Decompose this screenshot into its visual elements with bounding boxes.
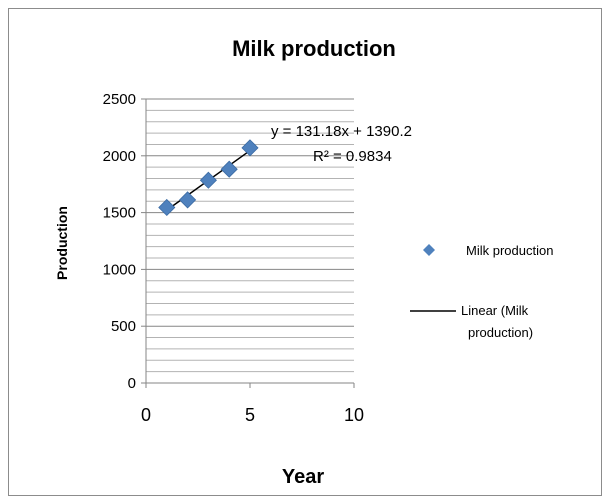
plot-grid [146,98,354,373]
trendline-r-squared: R² = 0.9834 [313,148,392,165]
x-tick-label: 5 [245,405,255,425]
y-tick-label: 0 [128,375,136,392]
x-tick-label: 0 [141,405,151,425]
x-axis-label: Year [282,466,324,488]
data-point-marker [179,191,197,209]
y-tick-label: 2500 [103,91,136,108]
chart-title: Milk production [232,36,396,61]
legend-label-linear-line2: production) [468,325,533,340]
legend-label-linear-line1: Linear (Milk [461,303,529,318]
data-point-marker [241,139,259,157]
tick-labels: 0 500 1000 1500 2000 2500 0 5 10 [103,91,364,425]
legend-label-milk-production: Milk production [466,243,553,258]
legend-marker-milk-production [423,244,435,256]
y-tick-label: 1000 [103,261,136,278]
y-tick-label: 500 [111,318,136,335]
data-point-marker [199,171,217,189]
data-points [158,139,259,217]
chart-area: Milk production 0 500 1000 1500 2000 2500 0 5 10… [8,8,602,496]
y-axis-label: Production [54,206,70,280]
y-tick-label: 2000 [103,148,136,165]
plot-axes [141,98,355,388]
data-point-marker [158,198,176,217]
x-tick-label: 10 [344,405,364,425]
data-point-marker [220,160,238,178]
trendline-equation: y = 131.18x + 1390.2 [271,123,412,140]
legend: Milk production Linear (Milk production) [410,243,553,340]
y-tick-label: 1500 [103,205,136,222]
milk-production-chart: Milk production 0 500 1000 1500 2000 2500 0 5 10… [54,36,553,488]
